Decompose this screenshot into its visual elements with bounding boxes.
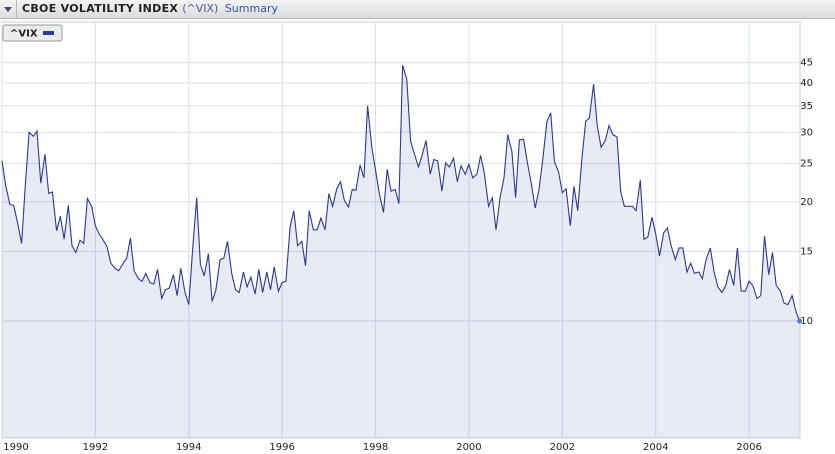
menu-toggle[interactable] [0,0,17,18]
plot-area [1,21,801,439]
line [1,65,801,322]
legend-box [2,24,63,42]
header-bar: CBOE VOLATILITY INDEX (^VIX) Summary [0,0,835,19]
x-tick-label: 1996 [269,442,294,453]
y-tick-label: 15 [800,246,813,257]
summary-link[interactable]: Summary [224,2,278,15]
legend-swatch [43,31,54,35]
legend-label: ^VIX [10,29,38,40]
x-tick-label: 2004 [643,442,668,453]
y-tick-label: 20 [800,197,813,208]
legend[interactable]: ^VIX [2,24,63,42]
y-tick-label: 40 [800,78,813,89]
x-tick-label: 2006 [736,442,761,453]
y-tick-label: 10 [800,316,813,327]
x-tick-label: 1998 [363,442,388,453]
x-tick-label: 1994 [176,442,201,453]
x-tick-label: 2000 [456,442,481,453]
end-point [797,318,803,324]
title-group: CBOE VOLATILITY INDEX (^VIX) Summary [22,0,278,18]
y-tick-label: 35 [800,101,813,112]
x-tick-label: 2002 [550,442,575,453]
y-tick-label: 30 [800,127,813,138]
x-tick-label: 1990 [3,442,28,453]
area [2,65,800,439]
y-tick-label: 25 [800,159,813,170]
x-tick-label: 1992 [83,442,108,453]
y-tick-label: 45 [800,58,813,69]
chart-title: CBOE VOLATILITY INDEX [22,2,179,15]
symbol: (^VIX) [182,2,219,15]
